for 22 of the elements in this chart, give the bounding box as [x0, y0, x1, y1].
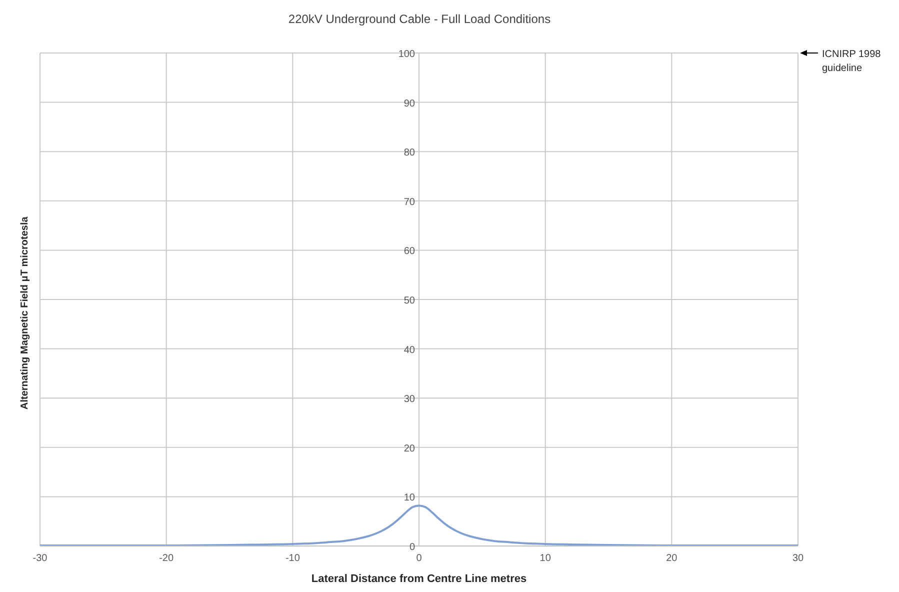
- y-tick-label: 100: [398, 49, 416, 60]
- text: ICNIRP 1998 guideline: [822, 49, 882, 74]
- x-tick-label: 10: [540, 553, 552, 564]
- y-tick-label: 90: [404, 98, 416, 110]
- y-tick-label: 80: [404, 148, 416, 159]
- x-tick-label: -20: [159, 553, 174, 564]
- y-tick-label: 70: [404, 196, 416, 208]
- y-tick-label: 0: [409, 542, 416, 553]
- x-tick-label: -30: [32, 553, 48, 564]
- y-tick-label: 10: [404, 492, 416, 504]
- y-tick-label: 60: [404, 246, 416, 258]
- x-tick-label: 30: [792, 553, 804, 564]
- y-tick-label: 30: [404, 394, 416, 406]
- y-tick-label: 20: [404, 443, 416, 454]
- y-tick-label: 40: [404, 344, 416, 356]
- x-axis-title: Lateral Distance from Centre Line metres: [311, 573, 527, 585]
- x-tick-label: -10: [285, 553, 300, 564]
- y-axis-title: Alternating Magnetic Field μT microtesla: [20, 216, 31, 410]
- y-tick-label: 50: [404, 296, 416, 306]
- x-tick-label: 0: [416, 553, 422, 564]
- x-tick-label: 20: [666, 553, 678, 564]
- chart-title: 220kV Underground Cable - Full Load Conditions: [287, 11, 552, 28]
